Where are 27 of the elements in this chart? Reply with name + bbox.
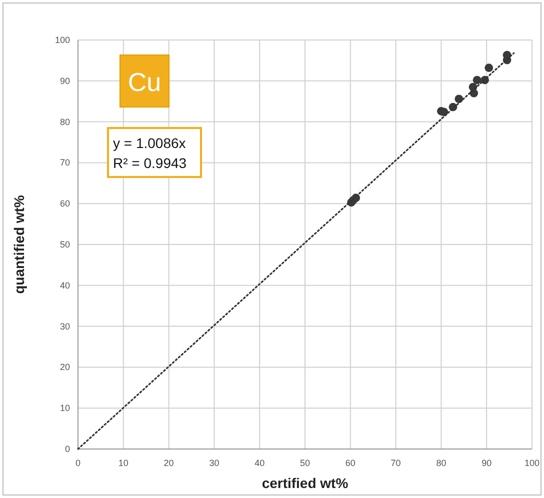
y-axis-title: quantified wt% <box>11 194 27 294</box>
x-tick-label: 100 <box>524 458 540 468</box>
x-tick-label: 60 <box>345 458 356 468</box>
x-tick-label: 50 <box>300 458 310 468</box>
annotation: Cu <box>128 67 162 97</box>
x-tick-label: 90 <box>482 458 492 468</box>
annotation: R² = 0.9943 <box>113 155 187 171</box>
y-tick-label: 30 <box>60 321 70 332</box>
y-tick-label: 70 <box>60 158 70 168</box>
annotation: y = 1.0086x <box>113 135 186 151</box>
y-tick-label: 20 <box>60 362 70 372</box>
y-tick-label: 90 <box>60 76 70 86</box>
y-tick-label: 80 <box>60 116 70 127</box>
y-tick-label: 50 <box>60 240 70 250</box>
y-tick-label: 40 <box>60 280 70 290</box>
y-tick-label: 0 <box>64 444 70 454</box>
y-tick-label: 60 <box>60 198 70 209</box>
y-tick-label: 100 <box>54 35 70 45</box>
x-tick-label: 0 <box>75 458 81 468</box>
x-tick-label: 10 <box>118 458 128 468</box>
x-tick-label: 80 <box>436 458 446 468</box>
x-tick-label: 40 <box>254 458 265 468</box>
x-axis-title: certified wt% <box>262 475 349 491</box>
y-tick-label: 10 <box>60 403 70 414</box>
x-tick-label: 30 <box>209 458 220 468</box>
x-tick-label: 20 <box>164 458 174 468</box>
x-tick-label: 70 <box>390 458 401 468</box>
